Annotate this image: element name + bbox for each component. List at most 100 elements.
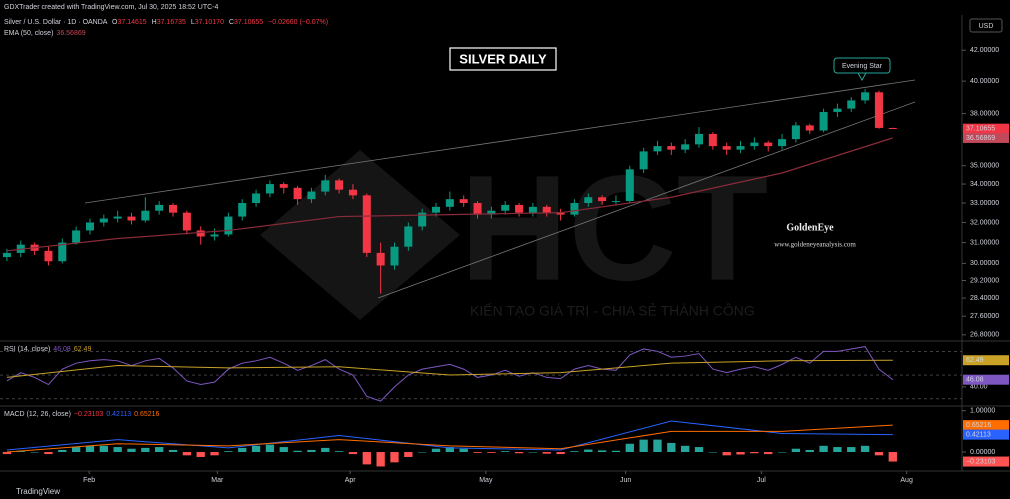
macd-histogram-bar (764, 452, 773, 455)
ohlc-key: C (229, 19, 234, 26)
brand-url: www.goldeneyeanalysis.com (774, 241, 856, 249)
x-tick-label: Apr (345, 477, 357, 484)
candle-body (528, 206, 537, 213)
macd-histogram-bar (141, 447, 150, 453)
candle-body (708, 133, 717, 147)
candle-body (376, 252, 385, 266)
rsi-legend: RSI (14, close) 46.08 62.49 (4, 346, 91, 353)
y-tick-label: 40.00 (970, 384, 988, 391)
macd-histogram-bar (528, 452, 538, 453)
candle-body (694, 133, 704, 145)
x-tick-label: Jul (757, 477, 766, 484)
y-tick-label: 38.00000 (970, 110, 999, 117)
rsi-badge-label: 46.08 (966, 377, 984, 384)
macd-histogram-bar (418, 452, 427, 453)
candle-body (653, 146, 662, 152)
macd-histogram-bar (2, 452, 12, 455)
candle-body (874, 92, 883, 128)
macd-histogram-bar (307, 449, 316, 453)
candle-body (542, 206, 551, 213)
macd-histogram-bar (625, 443, 634, 453)
macd-histogram-bar (556, 452, 565, 455)
candle-body (445, 199, 454, 207)
y-tick-label: 35.00000 (970, 163, 999, 170)
macd-histogram-bar (473, 452, 482, 453)
ema-legend: EMA (50, close) 36.56869 (4, 30, 86, 37)
candle-body (833, 108, 842, 112)
macd-histogram-bar (819, 445, 828, 453)
candle-body (127, 216, 136, 221)
ohlc-value: 37.10170 (195, 19, 224, 26)
macd-histogram-bar (348, 452, 358, 455)
macd-hist-badge (963, 456, 1009, 467)
candle-body (459, 199, 468, 203)
macd-histogram-bar (99, 445, 108, 453)
trend-line (377, 101, 916, 299)
currency-button[interactable] (969, 18, 1003, 33)
macd-histogram-bar (597, 450, 607, 453)
title-box (449, 47, 557, 71)
y-tick-label: 31.00000 (970, 239, 999, 246)
ema-badge-label: 36.56869 (966, 135, 995, 142)
change: −0.02660 (−0.07%) (268, 19, 328, 26)
rsi-name: RSI (14, close) (4, 346, 50, 353)
ema-value: 36.56869 (56, 30, 85, 37)
ohlc-key: H (152, 19, 157, 26)
macd-histogram-bar (376, 452, 385, 467)
ohlc-value: 37.16735 (157, 19, 186, 26)
candle-body (335, 180, 344, 190)
candle-body (224, 216, 233, 235)
macd-value: 0.42113 (106, 411, 131, 418)
macd-histogram-bar (888, 452, 897, 462)
trend-line (84, 79, 916, 204)
credit: GDXTrader created with TradingView.com, … (4, 4, 218, 11)
macd-histogram-bar (404, 452, 413, 457)
macd-histogram-bar (182, 452, 192, 456)
rsi-ma-badge-label: 62.49 (966, 357, 984, 364)
macd-name: MACD (12, 26, close) (4, 411, 71, 418)
macd-histogram-bar (847, 447, 856, 453)
rsi-ma-badge (963, 355, 1009, 366)
candle-body (861, 92, 870, 101)
macd-histogram-bar (238, 447, 247, 453)
macd-histogram-bar (127, 448, 136, 453)
candle-body (321, 180, 330, 192)
macd-histogram-bar (168, 449, 178, 453)
candle-body (390, 246, 399, 266)
macd-histogram-bar (570, 451, 579, 453)
footer: TradingView (16, 487, 60, 496)
macd-legend: MACD (12, 26, close) −0.23103 0.42113 0.652… (4, 411, 160, 418)
candle-body (847, 100, 856, 109)
ohlc-value: 37.14615 (117, 19, 146, 26)
last-price-badge-label: 37.10655 (966, 126, 995, 133)
macd-histogram-bar (708, 452, 718, 453)
rsi-ma-value: 62.49 (74, 346, 92, 353)
candle-body (362, 195, 371, 253)
ohlc-value: 37.10655 (234, 19, 263, 26)
macd-histogram-bar (196, 452, 205, 457)
title: SILVER DAILY (459, 51, 547, 66)
candle-body (819, 111, 828, 131)
candle-body (279, 184, 288, 188)
macd-histogram-bar (459, 448, 468, 453)
ema-name: EMA (50, close) (4, 30, 53, 37)
currency[interactable]: USD (979, 23, 994, 30)
macd-signal-badge (963, 420, 1009, 431)
y-tick-label: 29.20000 (970, 277, 999, 284)
y-tick-label: 33.00000 (970, 200, 999, 207)
candle-body (72, 230, 81, 243)
candle-body (764, 142, 773, 147)
y-tick-label: 32.00000 (970, 219, 999, 226)
macd-histogram-bar (293, 450, 302, 453)
candle-body (196, 230, 205, 237)
candle-body (113, 216, 122, 219)
candle-body (169, 204, 178, 213)
macd-histogram-bar (860, 445, 870, 453)
rsi-line (6, 346, 894, 402)
ema-badge (963, 132, 1009, 143)
y-tick-label: 26.80000 (970, 332, 999, 339)
macd-badge-label: 0.42113 (966, 431, 991, 438)
candle-body (736, 146, 745, 150)
